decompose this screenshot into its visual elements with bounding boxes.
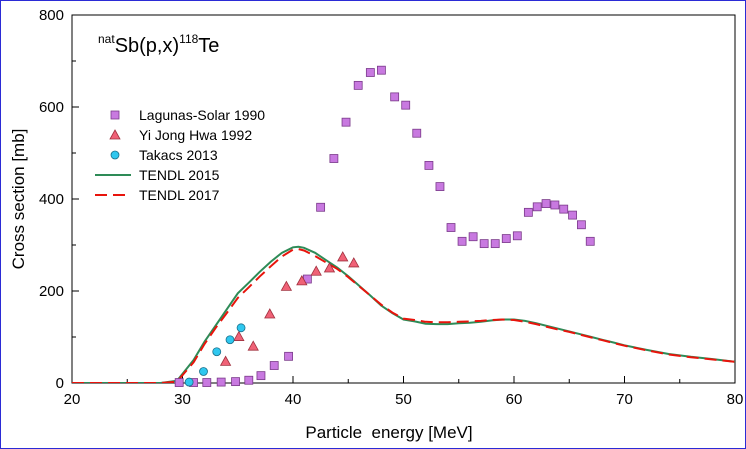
data-point (401, 100, 411, 110)
x-tick-label: 70 (616, 391, 633, 408)
data-point (585, 236, 595, 246)
data-point (316, 202, 326, 212)
data-point (231, 377, 240, 387)
data-point (280, 280, 293, 291)
data-point (233, 330, 245, 341)
data-point (341, 117, 351, 127)
legend-marker-swatch (110, 110, 120, 120)
data-point (523, 207, 533, 217)
x-axis-title: Particle energy [MeV] (305, 423, 472, 442)
legend-label: Lagunas-Solar 1990 (139, 107, 265, 123)
data-point (244, 375, 254, 385)
chart-title: natSb(p,x)118Te (98, 32, 219, 57)
data-point (256, 371, 266, 381)
legend-marker-swatch (110, 150, 120, 160)
legend-marker-swatch (109, 129, 121, 140)
y-axis-title: Cross section [mb] (9, 129, 28, 270)
x-tick-label: 40 (285, 391, 302, 408)
series-line-tendl-2017 (72, 248, 735, 383)
data-point (376, 65, 386, 75)
x-tick-label: 50 (395, 391, 412, 408)
data-point (236, 323, 246, 333)
data-point (212, 347, 222, 357)
data-point (568, 210, 577, 220)
data-point (284, 351, 293, 361)
y-tick-label: 600 (39, 99, 64, 116)
data-point (435, 182, 445, 191)
data-point (348, 257, 360, 268)
legend-label: TENDL 2015 (139, 167, 220, 183)
data-point (446, 223, 456, 232)
plot-area (71, 14, 736, 384)
x-tick-label: 60 (506, 391, 523, 408)
legend-label: Yi Jong Hwa 1992 (139, 127, 252, 143)
data-point (174, 378, 184, 387)
title-reaction: Sb(p,x) (115, 35, 179, 57)
model-curves (72, 245, 735, 383)
title-prefix: nat (98, 32, 115, 46)
y-tick-label: 400 (39, 191, 64, 208)
data-point (202, 378, 212, 387)
data-point (184, 377, 194, 387)
legend-label: Takacs 2013 (139, 147, 218, 163)
data-point (199, 367, 208, 376)
data-point (337, 251, 349, 262)
data-point (532, 202, 542, 212)
data-point (264, 308, 276, 319)
data-point (541, 199, 551, 209)
data-point (577, 220, 586, 230)
data-point (457, 236, 467, 246)
x-tick-label: 30 (174, 391, 191, 408)
data-point (353, 80, 363, 90)
x-tick-label: 80 (727, 391, 744, 408)
data-markers (174, 65, 595, 387)
data-point (247, 340, 259, 351)
data-point (296, 275, 308, 286)
data-point (365, 68, 375, 77)
data-point (390, 92, 400, 102)
data-point (479, 239, 489, 249)
legend: Lagunas-Solar 1990 Yi Jong Hwa 1992 Takacs… (95, 107, 265, 203)
data-point (225, 335, 235, 345)
data-point (219, 355, 232, 366)
data-point (550, 200, 560, 210)
data-point (559, 204, 569, 214)
data-point (216, 377, 226, 387)
title-mass: 118 (179, 32, 198, 46)
y-tick-label: 200 (39, 283, 64, 300)
data-point (501, 234, 511, 243)
legend-label: TENDL 2017 (139, 187, 220, 203)
data-point (329, 154, 339, 163)
data-point (424, 161, 434, 170)
data-point (310, 265, 322, 276)
y-tick-label: 0 (56, 375, 64, 392)
data-point (323, 262, 336, 273)
data-point (269, 361, 279, 370)
y-tick-label: 800 (39, 7, 64, 24)
data-point (468, 232, 478, 242)
data-point (412, 128, 422, 138)
title-element: Te (198, 35, 219, 57)
data-point (490, 239, 500, 249)
data-point (512, 231, 522, 241)
x-tick-label: 20 (64, 391, 81, 408)
